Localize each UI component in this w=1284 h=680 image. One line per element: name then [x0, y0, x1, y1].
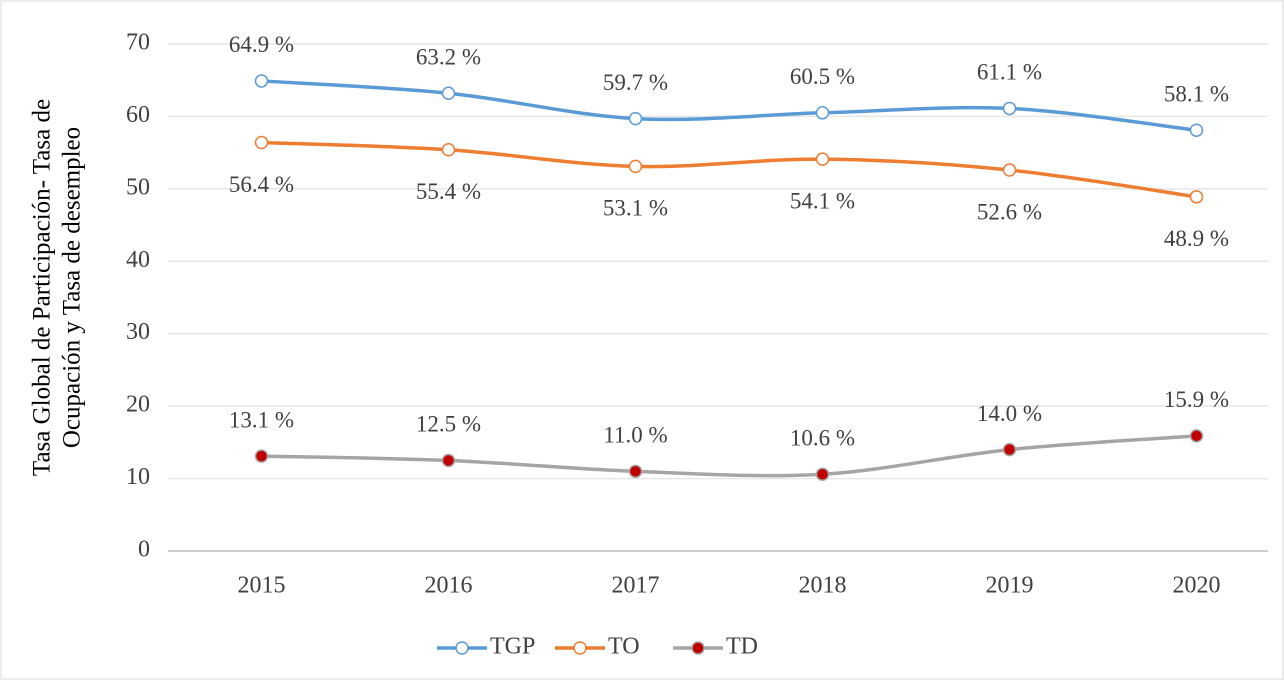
point-marker [254, 74, 269, 88]
data-label: 63.2 % [416, 45, 481, 70]
x-tick-label: 2016 [425, 573, 473, 599]
y-axis-label: Ocupación y Tasa de desempleo [59, 127, 86, 448]
point-marker [441, 86, 456, 101]
data-label: 13.1 % [229, 407, 294, 432]
data-label: 55.4 % [416, 179, 481, 204]
y-tick-label: 40 [126, 247, 150, 273]
legend-marker [573, 641, 587, 655]
x-tick-label: 2018 [799, 573, 847, 599]
legend-marker [455, 641, 469, 655]
point-marker [1002, 442, 1017, 457]
point-marker [254, 449, 269, 463]
legend-marker [691, 641, 705, 655]
data-label: 52.6 % [977, 199, 1042, 224]
data-label: 60.5 % [790, 64, 855, 89]
legend-label: TGP [490, 634, 535, 660]
series-line [261, 434, 1197, 478]
data-label: 61.1 % [977, 60, 1042, 85]
point-marker [815, 106, 830, 120]
y-tick-label: 70 [126, 30, 150, 56]
point-marker [441, 453, 456, 468]
point-marker [441, 142, 456, 157]
legend-label: TO [608, 634, 640, 660]
data-label: 54.1 % [790, 188, 855, 213]
point-marker [254, 135, 269, 150]
data-label: 53.1 % [603, 196, 668, 221]
point-marker [628, 159, 643, 174]
point-marker [628, 464, 643, 479]
data-label: 15.9 % [1164, 387, 1229, 412]
point-marker [815, 152, 830, 166]
point-marker [1002, 101, 1017, 116]
data-label: 10.6 % [790, 426, 855, 451]
y-tick-label: 60 [126, 102, 150, 128]
data-label: 59.7 % [603, 70, 668, 95]
x-tick-label: 2020 [1173, 573, 1221, 599]
data-label: 48.9 % [1164, 226, 1229, 251]
series-line [261, 140, 1197, 199]
point-marker [1002, 163, 1017, 177]
point-marker [1189, 429, 1204, 443]
data-label: 11.0 % [603, 423, 667, 448]
legend-label: TD [726, 634, 758, 660]
data-label: 56.4 % [229, 172, 294, 197]
y-tick-label: 50 [126, 174, 150, 200]
data-label: 58.1 % [1164, 81, 1229, 106]
data-label: 64.9 % [229, 32, 294, 57]
x-tick-label: 2019 [986, 573, 1034, 599]
point-marker [1189, 123, 1204, 137]
y-tick-label: 30 [126, 319, 150, 345]
data-label: 12.5 % [416, 412, 481, 437]
point-marker [1189, 190, 1204, 204]
y-tick-label: 0 [138, 537, 150, 563]
y-axis-label: Tasa Global de Participación- Tasa de [29, 99, 56, 476]
x-tick-label: 2017 [612, 573, 660, 599]
point-marker [628, 111, 643, 126]
series-line [261, 79, 1197, 132]
point-marker [815, 467, 830, 481]
x-tick-label: 2015 [238, 573, 286, 599]
data-label: 14.0 % [977, 401, 1042, 426]
y-tick-label: 10 [126, 464, 150, 490]
y-tick-label: 20 [126, 392, 150, 418]
